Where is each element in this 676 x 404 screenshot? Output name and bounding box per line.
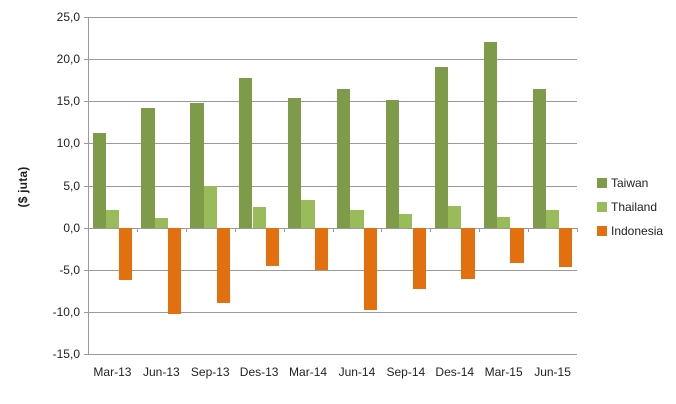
bar-taiwan-jun-15 (532, 88, 546, 228)
legend-label: Indonesia (611, 224, 664, 238)
x-axis-label: Mar-15 (484, 365, 523, 379)
y-axis-line (88, 17, 89, 354)
y-axis-tick-mark (84, 17, 88, 18)
x-axis-tick-mark (528, 227, 530, 232)
bar-thailand-mar-15 (497, 216, 511, 228)
bar-thailand-des-13 (252, 207, 266, 228)
x-axis-label: Jun-15 (534, 365, 571, 379)
y-axis-tick-mark (84, 269, 88, 271)
x-axis-tick-mark (479, 227, 481, 232)
x-axis-tick-mark (283, 227, 285, 232)
y-axis-tick-label: 5,0 (63, 178, 80, 193)
bar-taiwan-sep-14 (385, 100, 400, 228)
bar-indonesia-sep-13 (216, 227, 231, 303)
x-axis-label: Sep-14 (386, 365, 426, 379)
bar-taiwan-mar-15 (483, 42, 497, 228)
x-axis-tick-mark (88, 227, 89, 232)
y-axis-title: ($ juta) (16, 166, 30, 208)
gridline (88, 59, 577, 61)
x-axis-label: Des-14 (435, 365, 475, 379)
legend: Taiwan Thailand Indonesia (597, 171, 663, 243)
x-axis-tick-mark (234, 227, 236, 232)
gridline (88, 311, 577, 313)
bar-thailand-mar-13 (105, 209, 120, 228)
y-axis-tick-mark (84, 59, 88, 61)
bar-indonesia-mar-13 (119, 227, 133, 280)
bar-taiwan-sep-13 (190, 102, 204, 228)
x-axis-tick-mark (136, 227, 138, 232)
y-axis-tick-mark (84, 354, 88, 355)
bar-thailand-sep-14 (399, 214, 413, 228)
gridline (88, 269, 577, 271)
bar-taiwan-jun-13 (141, 107, 155, 228)
y-axis-tick-mark (84, 227, 88, 229)
y-axis-tick-label: 15,0 (56, 94, 80, 109)
y-axis-tick-mark (84, 143, 88, 145)
bar-indonesia-jun-13 (168, 227, 182, 315)
bar-thailand-sep-13 (203, 186, 217, 228)
x-axis-tick-mark (430, 227, 432, 232)
bar-thailand-mar-14 (301, 199, 315, 228)
bar-indonesia-des-14 (461, 227, 475, 280)
bar-taiwan-mar-13 (92, 133, 106, 228)
y-axis-tick-mark (84, 101, 88, 103)
bar-thailand-jun-15 (545, 209, 560, 228)
x-axis-tick-mark (332, 227, 334, 232)
bar-thailand-jun-13 (154, 218, 168, 228)
legend-item-thailand: Thailand (597, 195, 663, 219)
bar-indonesia-jun-15 (559, 227, 573, 268)
legend-label: Taiwan (611, 176, 649, 190)
x-axis-tick-mark (577, 227, 578, 232)
y-axis-tick-label: -10,0 (52, 304, 80, 319)
x-axis-label: Mar-13 (93, 365, 132, 379)
legend-swatch-indonesia (597, 226, 607, 236)
legend-item-taiwan: Taiwan (597, 171, 663, 195)
x-axis-label: Mar-14 (289, 365, 328, 379)
x-axis-label: Des-13 (239, 365, 279, 379)
x-axis-label: Jun-14 (338, 365, 376, 379)
x-axis-label: Jun-13 (142, 365, 180, 379)
gridline (88, 143, 577, 145)
gridline (88, 17, 577, 18)
legend-swatch-thailand (597, 202, 607, 212)
y-axis-tick-label: 10,0 (56, 136, 80, 151)
x-axis-label: Sep-13 (190, 365, 230, 379)
gridline (88, 185, 577, 187)
bar-taiwan-jun-14 (337, 88, 351, 228)
bar-indonesia-jun-14 (363, 227, 377, 311)
gridline (88, 354, 577, 355)
x-axis-tick-mark (381, 227, 383, 232)
bar-indonesia-mar-14 (314, 227, 328, 270)
bar-thailand-des-14 (448, 205, 462, 228)
bar-indonesia-des-13 (265, 227, 280, 266)
bar-indonesia-sep-14 (412, 227, 426, 290)
y-axis-tick-mark (84, 185, 88, 187)
legend-label: Thailand (611, 200, 658, 214)
y-axis-tick-mark (84, 311, 88, 313)
bar-taiwan-des-13 (239, 77, 253, 228)
y-axis-tick-label: -5,0 (59, 262, 80, 277)
y-axis-tick-label: 0,0 (63, 220, 80, 235)
y-axis-tick-label: 20,0 (56, 52, 80, 67)
bar-taiwan-mar-14 (288, 97, 302, 228)
bar-taiwan-des-14 (434, 66, 449, 228)
bar-indonesia-mar-15 (510, 227, 524, 263)
gridline (88, 101, 577, 103)
y-axis-tick-label: -15,0 (52, 347, 80, 361)
y-axis-tick-label: 25,0 (56, 10, 80, 24)
bar-thailand-jun-14 (350, 209, 364, 228)
legend-item-indonesia: Indonesia (597, 219, 663, 243)
x-axis-tick-mark (185, 227, 187, 232)
legend-swatch-taiwan (597, 178, 607, 188)
